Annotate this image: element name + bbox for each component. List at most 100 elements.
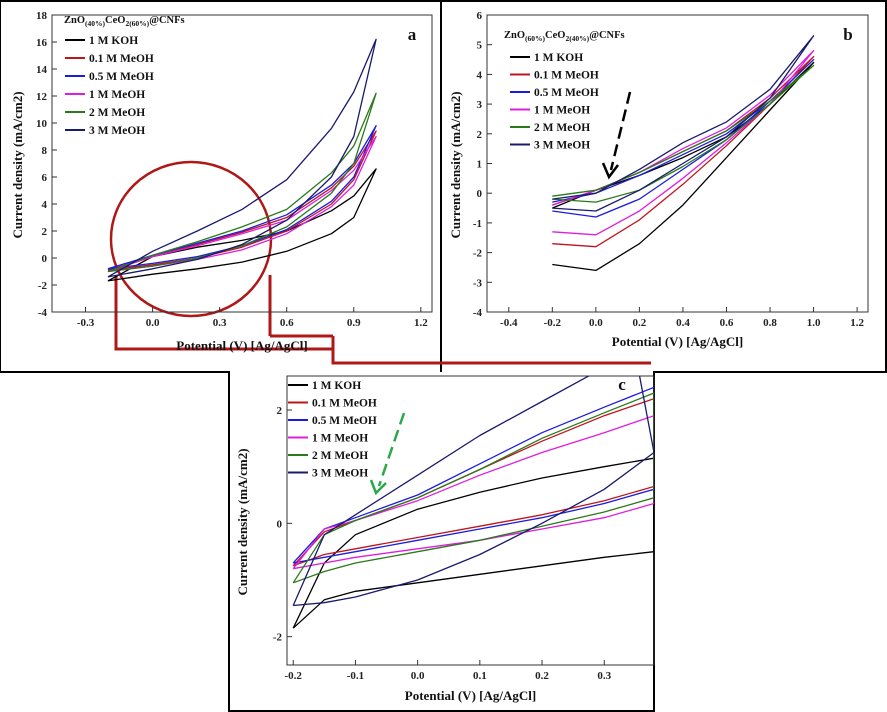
y-tick-label: 2 [277, 405, 283, 417]
dashed-arrow-b-shaft [609, 91, 632, 171]
series-line-3-m-meoh [107, 38, 377, 278]
x-tick-label: 1.0 [807, 317, 821, 329]
y-tick-label: -4 [473, 307, 483, 319]
chart-title-part: @CNFs [149, 15, 184, 26]
x-tick-label: 0.4 [676, 317, 690, 329]
plot-area-a [51, 14, 433, 313]
x-tick-label: -0.4 [500, 317, 518, 329]
y-tick-label: 3 [477, 99, 483, 111]
legend-entry: 1 M MeOH [312, 433, 368, 445]
series-line-2-m-meoh [552, 64, 815, 203]
chart-panel-a: -0.3 0.0 0.3 0.6 0.9 1.2 -4 -2 0 2 4 6 8 10 12 14 16 18 Po… [10, 10, 433, 353]
legend-entry: 1 M KOH [89, 35, 138, 47]
chart-title-part: (40%) [85, 19, 105, 28]
panel-label: b [843, 25, 852, 44]
legend-entry: 1 M MeOH [534, 105, 590, 117]
series-line-1-m-meoh [107, 135, 377, 273]
x-tick-label: 0.0 [589, 317, 603, 329]
x-tick-label: -0.2 [544, 317, 562, 329]
y-tick-label: 6 [477, 10, 483, 22]
x-tick-label: 0.3 [213, 317, 227, 329]
x-axis-label: Potential (V) [Ag/AgCl] [612, 334, 743, 349]
y-tick-label: 4 [477, 69, 483, 81]
x-tick-label: 0.2 [633, 317, 647, 329]
y-tick-label: -4 [38, 307, 48, 319]
x-tick-label: 0.9 [347, 317, 361, 329]
y-tick-label: 2 [477, 129, 483, 141]
chart-title-part: 2(60%) [125, 19, 149, 28]
chart-title: ZnO(40%)CeO2(60%)@CNFs [64, 15, 185, 28]
chart-title-part: ZnO [504, 30, 525, 41]
y-tick-label: 0 [277, 518, 283, 530]
legend-entry: 1 M KOH [534, 52, 583, 64]
dashed-arrow-b [601, 91, 632, 180]
y-tick-label: 0 [477, 188, 483, 200]
x-tick-label: 0.6 [720, 317, 734, 329]
x-tick-label: 0.6 [280, 317, 294, 329]
series-line-0-5-m-meoh [107, 125, 377, 270]
chart-title-part: 2(40%) [565, 34, 589, 43]
dashed-arrow-b-head [601, 162, 619, 180]
x-tick-label: -0.3 [77, 317, 95, 329]
y-tick-label: 14 [36, 64, 48, 76]
y-tick-label: 12 [36, 91, 48, 103]
series-line-0-5-m-meoh [292, 386, 654, 564]
chart-title-part: CeO [545, 30, 565, 41]
series-line-3-m-meoh [552, 35, 815, 212]
legend-entry: 0.1 M MeOH [89, 53, 154, 65]
series-line-1-m-meoh [292, 415, 654, 570]
y-tick-label: -1 [473, 218, 482, 230]
x-tick-label: 0.2 [535, 670, 549, 682]
y-axis-label: Current density (mA/cm2) [10, 91, 25, 238]
legend-entry: 2 M MeOH [534, 122, 590, 134]
legend-entry: 0.5 M MeOH [534, 87, 599, 99]
chart-title-part: @CNFs [589, 30, 624, 41]
panel-label: c [618, 375, 626, 394]
dashed-arrow-c-head [369, 479, 387, 496]
y-tick-label: 8 [42, 145, 48, 157]
panel-label: a [408, 25, 417, 44]
y-tick-label: 18 [36, 10, 48, 22]
y-tick-label: -2 [38, 280, 48, 292]
x-tick-label: -0.2 [285, 670, 303, 682]
legend-entry: 0.5 M MeOH [312, 415, 377, 427]
legend-entry: 3 M MeOH [534, 140, 590, 152]
y-tick-label: 6 [42, 172, 48, 184]
series-line-0-5-m-meoh [552, 58, 815, 218]
x-tick-label: 1.2 [850, 317, 864, 329]
series-group [552, 35, 815, 272]
y-tick-label: 10 [36, 118, 48, 130]
legend-entry: 2 M MeOH [312, 450, 368, 462]
y-tick-label: -3 [473, 277, 483, 289]
legend-entry: 1 M KOH [312, 380, 361, 392]
y-tick-label: -2 [273, 632, 283, 644]
y-tick-label: 0 [42, 253, 48, 265]
x-tick-label: -0.1 [347, 670, 364, 682]
x-axis-label: Potential (V) [Ag/AgCl] [176, 338, 307, 353]
chart-panel-c: -0.2 -0.1 0.0 0.1 0.2 0.3 -2 0 2 Potential (V) [A… [235, 375, 655, 703]
y-tick-label: 1 [477, 159, 483, 171]
y-tick-label: 2 [42, 226, 48, 238]
y-tick-label: 16 [36, 37, 48, 49]
legend-entry: 2 M MeOH [89, 107, 145, 119]
series-group [292, 376, 654, 629]
series-group [107, 38, 377, 282]
y-tick-label: -2 [473, 248, 483, 260]
y-axis-label: Current density (mA/cm2) [235, 448, 250, 595]
y-axis-label: Current density (mA/cm2) [448, 91, 463, 238]
series-line-2-m-meoh [292, 392, 654, 584]
legend-entry: 3 M MeOH [89, 125, 145, 137]
x-axis-label: Potential (V) [Ag/AgCl] [405, 688, 536, 703]
x-tick-label: 0.3 [597, 670, 611, 682]
x-tick-label: 0.0 [146, 317, 160, 329]
chart-title-part: CeO [105, 15, 125, 26]
legend-entry: 0.5 M MeOH [89, 71, 154, 83]
y-tick-label: 5 [477, 40, 483, 52]
chart-title-part: (60%) [525, 34, 545, 43]
legend-entry: 0.1 M MeOH [312, 398, 377, 410]
x-tick-label: 0.8 [763, 317, 777, 329]
series-line-3-m-meoh [292, 376, 654, 607]
chart-panel-b: -0.4 -0.2 0.0 0.2 0.4 0.6 0.8 1.0 1.2 -4 -3 -2 -1 0 1 2… [448, 10, 869, 349]
